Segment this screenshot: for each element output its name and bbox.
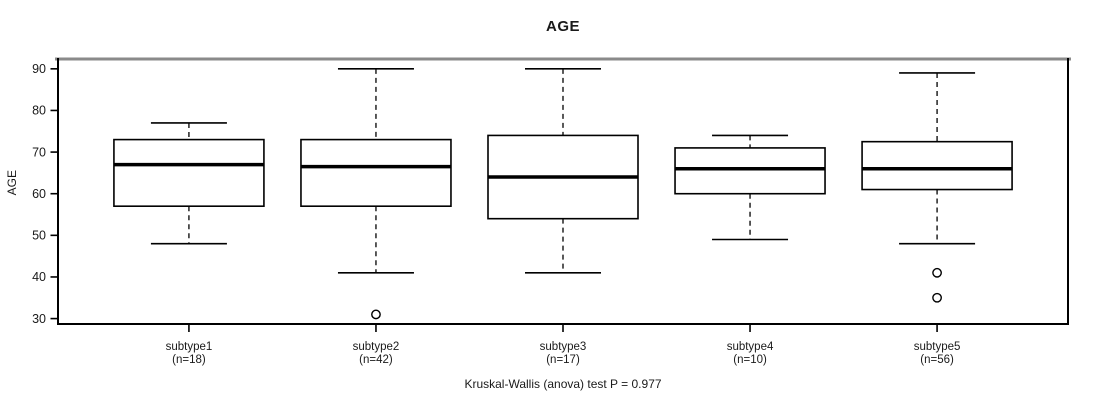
- iqr-box-subtype1: [113, 138, 265, 207]
- y-tick-label: 70: [32, 145, 46, 159]
- x-tick-label-subtype3: subtype3: [540, 341, 587, 353]
- y-tick-label: 50: [32, 229, 46, 243]
- y-tick-label: 60: [32, 187, 46, 201]
- y-axis-label: AGE: [5, 170, 19, 196]
- x-tick-sublabel-subtype4: (n=10): [733, 354, 767, 366]
- kruskal-wallis-annotation: Kruskal-Wallis (anova) test P = 0.977: [464, 377, 662, 391]
- x-tick-label-subtype5: subtype5: [914, 341, 961, 353]
- y-tick-label: 80: [32, 104, 46, 118]
- chart-title: AGE: [545, 18, 580, 35]
- y-tick-label: 90: [32, 62, 46, 76]
- x-tick-sublabel-subtype1: (n=18): [172, 354, 206, 366]
- x-tick-label-subtype1: subtype1: [166, 341, 213, 353]
- iqr-box-subtype2: [300, 138, 452, 207]
- iqr-box-subtype5: [861, 140, 1013, 191]
- iqr-box-subtype4: [674, 147, 826, 195]
- y-tick-label: 40: [32, 270, 46, 284]
- x-tick-sublabel-subtype2: (n=42): [359, 354, 393, 366]
- outlier-point-subtype2: [371, 309, 381, 320]
- x-tick-sublabel-subtype3: (n=17): [546, 354, 580, 366]
- x-tick-label-subtype4: subtype4: [727, 341, 774, 353]
- y-tick-label: 30: [32, 312, 46, 326]
- outlier-point-subtype5: [932, 267, 942, 278]
- x-tick-label-subtype2: subtype2: [353, 341, 400, 353]
- x-tick-sublabel-subtype5: (n=56): [920, 354, 954, 366]
- outlier-point-subtype5: [932, 292, 942, 303]
